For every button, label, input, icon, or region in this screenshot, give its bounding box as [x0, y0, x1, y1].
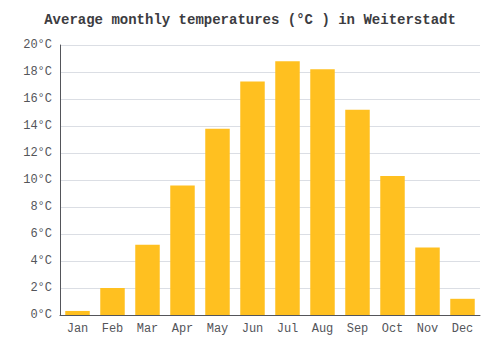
svg-text:0°C: 0°C — [30, 308, 52, 322]
svg-text:14°C: 14°C — [23, 119, 52, 133]
svg-text:Mar: Mar — [137, 322, 159, 336]
svg-text:Average monthly temperatures (: Average monthly temperatures (°C ) in We… — [44, 12, 456, 28]
svg-text:Jul: Jul — [277, 322, 299, 336]
svg-text:20°C: 20°C — [23, 38, 52, 52]
svg-text:Jan: Jan — [67, 322, 89, 336]
svg-text:Aug: Aug — [312, 322, 334, 336]
svg-text:Feb: Feb — [102, 322, 124, 336]
svg-text:Oct: Oct — [382, 322, 404, 336]
svg-text:6°C: 6°C — [30, 227, 52, 241]
svg-text:16°C: 16°C — [23, 92, 52, 106]
svg-text:Nov: Nov — [417, 322, 439, 336]
svg-text:Dec: Dec — [452, 322, 474, 336]
svg-text:2°C: 2°C — [30, 281, 52, 295]
svg-text:Sep: Sep — [347, 322, 369, 336]
svg-text:4°C: 4°C — [30, 254, 52, 268]
svg-text:10°C: 10°C — [23, 173, 52, 187]
svg-text:12°C: 12°C — [23, 146, 52, 160]
svg-text:May: May — [207, 322, 229, 336]
svg-text:8°C: 8°C — [30, 200, 52, 214]
svg-text:Jun: Jun — [242, 322, 264, 336]
svg-text:Apr: Apr — [172, 322, 194, 336]
svg-text:18°C: 18°C — [23, 65, 52, 79]
